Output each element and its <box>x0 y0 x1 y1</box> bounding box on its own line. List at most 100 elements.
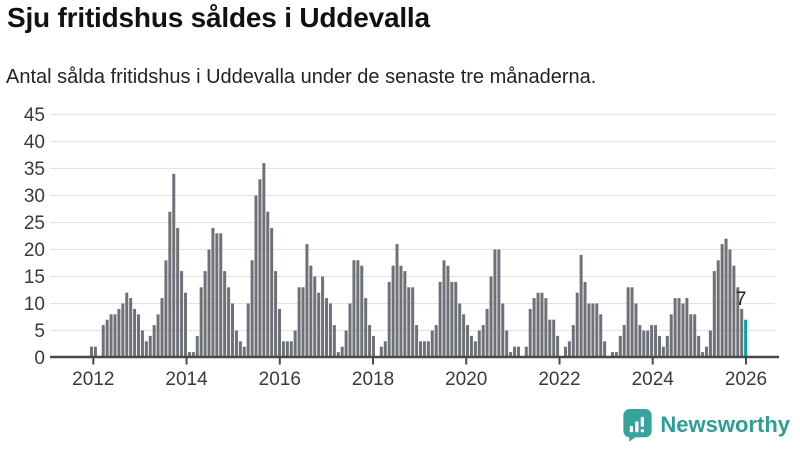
bar <box>176 227 180 358</box>
bar <box>317 292 321 358</box>
bar <box>556 335 560 358</box>
y-tick-label: 5 <box>34 321 45 342</box>
bar <box>242 346 246 358</box>
bar <box>681 303 685 358</box>
x-axis-ticks: 2012 2014 2016 2018 2020 2022 2024 2026 <box>72 357 767 390</box>
y-axis-labels: 0 5 10 15 20 25 30 35 40 45 <box>24 105 45 369</box>
bar <box>305 244 309 358</box>
bar <box>399 265 403 358</box>
bar <box>579 254 583 358</box>
bar <box>352 260 356 358</box>
bar <box>583 281 587 358</box>
bar <box>285 341 289 358</box>
bar <box>654 325 658 358</box>
bar <box>211 227 215 358</box>
bar <box>180 271 184 358</box>
bar <box>469 335 473 358</box>
bar <box>626 287 630 358</box>
bar <box>383 341 387 358</box>
bar <box>685 298 689 358</box>
bar <box>101 325 105 358</box>
brand-footer: Newsworthy <box>622 408 790 442</box>
bar <box>493 249 497 358</box>
bar <box>203 271 207 358</box>
bar <box>657 335 661 358</box>
bar <box>262 163 266 358</box>
bar <box>258 179 262 358</box>
bar <box>109 314 113 358</box>
bar <box>618 335 622 358</box>
bar <box>704 346 708 358</box>
bar <box>513 346 517 358</box>
x-tick-label: 2026 <box>725 369 767 390</box>
bar <box>473 341 477 358</box>
bar <box>567 341 571 358</box>
bar <box>708 330 712 358</box>
bar <box>634 303 638 358</box>
bar <box>430 330 434 358</box>
bar <box>697 335 701 358</box>
y-tick-label: 15 <box>24 267 45 288</box>
bar <box>325 298 329 358</box>
bar <box>438 281 442 358</box>
bar <box>301 287 305 358</box>
y-tick-label: 20 <box>24 240 45 261</box>
bar <box>403 271 407 358</box>
bar <box>466 325 470 358</box>
x-tick-label: 2024 <box>632 369 675 390</box>
bar <box>481 325 485 358</box>
bar <box>379 346 383 358</box>
bar <box>426 341 430 358</box>
bar <box>105 319 109 358</box>
bar <box>720 244 724 358</box>
bar <box>332 325 336 358</box>
newsworthy-logo-icon <box>623 409 653 442</box>
bar <box>673 298 677 358</box>
bar <box>297 287 301 358</box>
bar <box>630 287 634 358</box>
bar <box>712 271 716 358</box>
bar <box>454 281 458 358</box>
bar <box>372 335 376 358</box>
bar <box>446 265 450 358</box>
bar <box>191 352 195 358</box>
x-tick-label: 2014 <box>165 369 208 390</box>
bar <box>458 303 462 358</box>
bars <box>90 163 748 358</box>
bar <box>728 249 732 358</box>
bar <box>603 341 607 358</box>
bar <box>614 352 618 358</box>
bar <box>133 308 137 358</box>
bar <box>274 271 278 358</box>
bar <box>536 292 540 358</box>
bar <box>528 308 532 358</box>
bar <box>168 211 172 358</box>
bar <box>140 330 144 358</box>
bar <box>575 292 579 358</box>
bar <box>184 292 188 358</box>
bar <box>223 271 227 358</box>
bar <box>544 298 548 358</box>
bar <box>234 330 238 358</box>
bar <box>309 265 313 358</box>
bar <box>356 260 360 358</box>
bar <box>642 330 646 358</box>
x-tick-label: 2016 <box>259 369 301 390</box>
bar <box>422 341 426 358</box>
bar <box>328 303 332 358</box>
bar <box>348 303 352 358</box>
bar <box>93 346 97 358</box>
bar <box>187 352 191 358</box>
bar <box>278 308 282 358</box>
bar <box>665 335 669 358</box>
y-tick-label: 25 <box>24 213 45 234</box>
bar <box>121 303 125 358</box>
bar <box>364 298 368 358</box>
highlight-value-label: 7 <box>736 288 747 310</box>
bar <box>164 260 168 358</box>
bar <box>434 325 438 358</box>
bar <box>270 227 274 358</box>
bar <box>215 233 219 358</box>
bar <box>415 325 419 358</box>
